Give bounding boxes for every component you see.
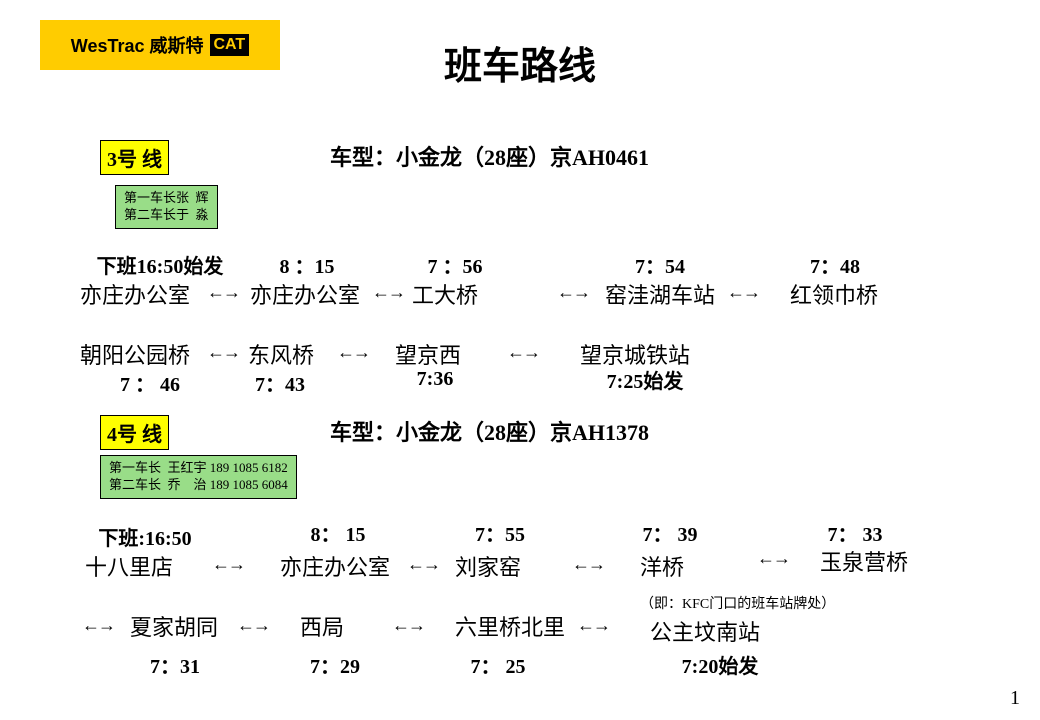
line3-badge: 3号 线 — [100, 140, 169, 175]
l4-r2-note: （即：KFC门口的班车站牌处） — [640, 593, 835, 613]
arrow: ←→ — [80, 615, 116, 636]
l4-r1-s1: 亦庄办公室 — [280, 550, 390, 582]
l3-r2-s0: 朝阳公园桥 — [80, 338, 190, 370]
arrow: ←→ — [575, 615, 611, 636]
l4-r2-t2: 7： 25 — [448, 650, 548, 679]
l4-r1-s2: 刘家窑 — [455, 550, 521, 582]
l3-r2-t0: 7 ： 46 — [90, 368, 210, 397]
l3-r1-t4: 7：48 — [790, 250, 880, 279]
arrow: ←→ — [405, 554, 441, 575]
l3-r1-t0: 下班16:50始发 — [75, 250, 245, 279]
arrow: ←→ — [755, 548, 791, 569]
l3-r2-t2: 7:36 — [395, 368, 475, 391]
l3-r2-t3: 7:25始发 — [585, 365, 705, 394]
arrow: ←→ — [370, 282, 406, 303]
arrow: ←→ — [570, 554, 606, 575]
l3-r2-t1: 7：43 — [235, 368, 325, 397]
l4-r1-t0: 下班:16:50 — [75, 522, 215, 551]
l3-r2-s1: 东风桥 — [248, 338, 314, 370]
page-title: 班车路线 — [0, 35, 1040, 90]
arrow: ←→ — [205, 342, 241, 363]
l4-r1-s3: 洋桥 — [640, 550, 684, 582]
arrow: ←→ — [555, 282, 591, 303]
l4-r1-s4: 玉泉营桥 — [820, 545, 908, 577]
arrow: ←→ — [335, 342, 371, 363]
l3-r1-t3: 7：54 — [615, 250, 705, 279]
line3-drivers: 第一车长张 辉 第二车长于 淼 — [115, 185, 218, 229]
l4-r2-t1: 7：29 — [290, 650, 380, 679]
l3-r1-t2: 7 ：56 — [410, 250, 500, 279]
l4-r2-s2: 六里桥北里 — [455, 610, 565, 642]
l3-r1-s3: 窑洼湖车站 — [605, 278, 715, 310]
l4-r1-t4: 7： 33 — [805, 518, 905, 547]
page-number: 1 — [1010, 687, 1020, 710]
l3-r1-s2: 工大桥 — [412, 278, 478, 310]
l3-r1-s0: 亦庄办公室 — [80, 278, 190, 310]
l4-r2-t3: 7:20始发 — [660, 650, 780, 679]
l4-r2-t0: 7：31 — [130, 650, 220, 679]
l4-r1-t2: 7：55 — [455, 518, 545, 547]
line4-drivers: 第一车长 王红宇 189 1085 6182 第二车长 乔 治 189 1085… — [100, 455, 297, 499]
l4-r2-s0: 夏家胡同 — [130, 610, 218, 642]
l3-r2-s2: 望京西 — [395, 338, 461, 370]
arrow: ←→ — [235, 615, 271, 636]
l3-r1-s1: 亦庄办公室 — [250, 278, 360, 310]
l4-r2-s1: 西局 — [300, 610, 344, 642]
arrow: ←→ — [390, 615, 426, 636]
line4-badge: 4号 线 — [100, 415, 169, 450]
l4-r2-s3: 公主坟南站 — [650, 615, 760, 647]
l4-r1-t1: 8： 15 — [288, 518, 388, 547]
l3-r1-t1: 8 ：15 — [262, 250, 352, 279]
l4-r1-t3: 7： 39 — [620, 518, 720, 547]
arrow: ←→ — [505, 342, 541, 363]
arrow: ←→ — [205, 282, 241, 303]
l3-r1-s4: 红领巾桥 — [790, 278, 878, 310]
line4-vehicle: 车型：小金龙（28座）京AH1378 — [330, 415, 649, 447]
line3-vehicle: 车型：小金龙（28座）京AH0461 — [330, 140, 649, 172]
arrow: ←→ — [210, 554, 246, 575]
arrow: ←→ — [725, 282, 761, 303]
l4-r1-s0: 十八里店 — [85, 550, 173, 582]
